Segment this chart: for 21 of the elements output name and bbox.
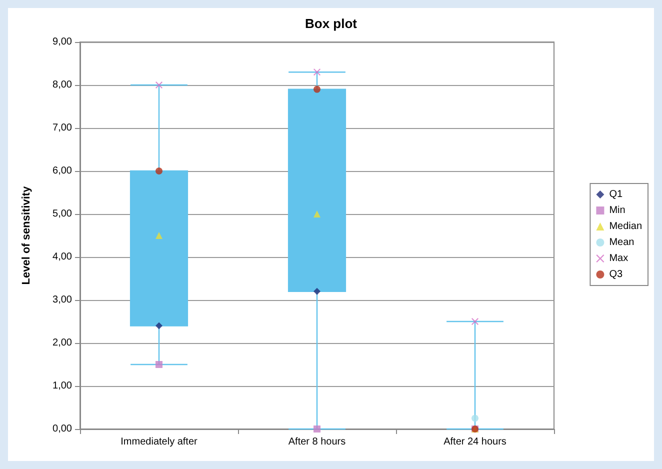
y-tick-label: 6,00 xyxy=(52,166,72,176)
y-tick-label: 3,00 xyxy=(52,294,72,306)
x-tick-label: After 8 hours xyxy=(288,436,346,448)
x-tick-label: After 24 hours xyxy=(444,436,506,448)
y-tick-label: 0,00 xyxy=(52,424,72,434)
y-axis-title: Level of sensitivity xyxy=(20,185,32,285)
y-tick-label: 1,00 xyxy=(52,380,72,392)
y-tick-label: 9,00 xyxy=(52,36,72,48)
legend-label: Q1 xyxy=(609,189,623,200)
legend-label: Mean xyxy=(609,237,634,248)
legend-label: Q3 xyxy=(609,269,623,280)
legend-label: Max xyxy=(609,253,628,264)
legend-label: Median xyxy=(609,221,642,232)
chart-title: Box plot xyxy=(305,16,358,31)
legend-label: Min xyxy=(609,205,626,216)
y-tick-label: 2,00 xyxy=(52,338,72,348)
x-tick-label: Immediately after xyxy=(120,436,198,448)
y-tick-label: 7,00 xyxy=(52,122,72,134)
y-tick-label: 8,00 xyxy=(52,80,72,90)
y-tick-label: 5,00 xyxy=(52,208,72,220)
y-tick-label: 4,00 xyxy=(52,252,72,262)
